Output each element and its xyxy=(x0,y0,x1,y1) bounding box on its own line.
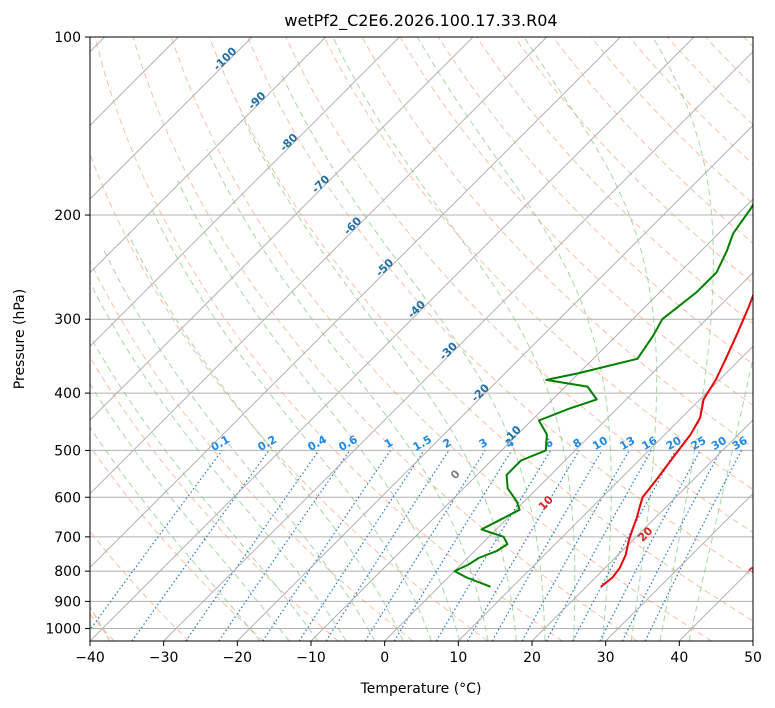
dry-adiabat-line xyxy=(476,37,753,325)
mixing-ratio-line xyxy=(572,450,677,641)
mixing-ratio-line xyxy=(90,450,223,631)
mixing-ratio-line xyxy=(218,450,351,641)
moist-adiabat-line xyxy=(127,233,404,641)
isotherm-line xyxy=(531,419,753,641)
y-tick-label: 200 xyxy=(54,208,81,224)
moist-adiabat-line xyxy=(652,37,714,641)
moist-adiabat-line xyxy=(90,426,261,641)
dry-adiabat-line xyxy=(132,37,638,641)
dry-adiabat-line xyxy=(399,37,753,407)
isotherm-line xyxy=(90,37,621,569)
mixing-ratio-line xyxy=(435,450,552,641)
x-tick-label: 10 xyxy=(449,650,467,666)
moist-adiabat-line xyxy=(240,113,517,641)
dry-adiabat-line xyxy=(247,37,753,577)
isotherm-line xyxy=(90,37,474,421)
isotherm-line xyxy=(605,492,753,641)
isotherm-line xyxy=(90,37,327,274)
y-axis: 100 200 300 400 500 600 700 800 900 1000 xyxy=(45,30,90,637)
plot-background xyxy=(90,37,753,641)
isotherm-line xyxy=(310,198,753,641)
isotherm-line xyxy=(90,37,253,200)
moist-adiabat-line xyxy=(177,180,461,641)
y-tick-label: 300 xyxy=(54,312,81,328)
moist-adiabat-line xyxy=(688,355,753,641)
dry-adiabat-line xyxy=(209,37,753,622)
x-tick-label: −40 xyxy=(75,650,105,666)
isotherm-line xyxy=(384,271,753,641)
moist-adiabat-line xyxy=(90,335,319,641)
dry-adiabat-line xyxy=(590,37,753,205)
isotherm-line xyxy=(163,50,753,641)
dry-adiabat-line xyxy=(170,37,712,641)
x-tick-label: 40 xyxy=(670,650,688,666)
mixing-ratio-line xyxy=(393,450,513,641)
dry-adiabat-label: 30 xyxy=(746,558,766,578)
isotherm-line xyxy=(90,37,695,641)
dry-adiabat-line xyxy=(628,37,753,165)
isotherm-line xyxy=(90,37,400,348)
x-tick-label: 50 xyxy=(744,650,762,666)
dry-adiabat-line xyxy=(94,37,563,641)
moist-adiabat-line xyxy=(416,37,612,641)
y-tick-label: 400 xyxy=(54,386,81,402)
y-tick-label: 800 xyxy=(54,564,81,580)
isotherm-line xyxy=(236,124,753,641)
y-tick-label: 600 xyxy=(54,490,81,506)
dry-adiabat-line xyxy=(323,37,753,491)
mixing-ratio-line xyxy=(491,450,603,641)
x-tick-label: −10 xyxy=(296,650,326,666)
mixing-ratio-line xyxy=(466,450,580,641)
moist-adiabat-line xyxy=(90,281,347,641)
mixing-ratio-line xyxy=(131,450,270,641)
isotherm-line xyxy=(90,37,548,495)
mixing-ratio-line xyxy=(521,450,630,641)
y-tick-label: 700 xyxy=(54,530,81,546)
moist-adiabat-line xyxy=(150,208,432,641)
x-axis-title: Temperature (°C) xyxy=(360,681,482,697)
moist-adiabat-line xyxy=(206,149,489,641)
dry-adiabat-line xyxy=(90,445,264,641)
x-tick-label: 0 xyxy=(380,650,389,666)
temperature-profile-line xyxy=(600,292,753,588)
y-axis-title: Pressure (hPa) xyxy=(12,289,28,389)
dry-adiabat-line xyxy=(90,260,414,641)
y-tick-label: 900 xyxy=(54,594,81,610)
chart-title: wetPf2_C2E6.2026.100.17.33.R04 xyxy=(284,11,557,31)
dry-adiabat-line xyxy=(514,37,753,284)
isotherm-line xyxy=(457,345,753,641)
plot-frame xyxy=(89,36,754,642)
y-tick-label: 100 xyxy=(54,30,81,46)
y-tick-label: 500 xyxy=(54,443,81,459)
x-tick-label: −20 xyxy=(223,650,253,666)
x-axis: −40 −30 −20 −10 0 10 20 30 40 50 xyxy=(75,641,762,666)
mixing-ratio-line xyxy=(364,450,486,641)
moist-adiabat-line xyxy=(103,250,376,641)
mixing-ratio-line xyxy=(325,450,450,641)
x-tick-label: 30 xyxy=(597,650,615,666)
x-tick-label: 20 xyxy=(523,650,541,666)
y-tick-label: 1000 xyxy=(45,621,81,637)
x-tick-label: −30 xyxy=(149,650,179,666)
dewpoint-profile-line xyxy=(453,202,753,588)
moist-adiabat-line xyxy=(90,382,290,641)
